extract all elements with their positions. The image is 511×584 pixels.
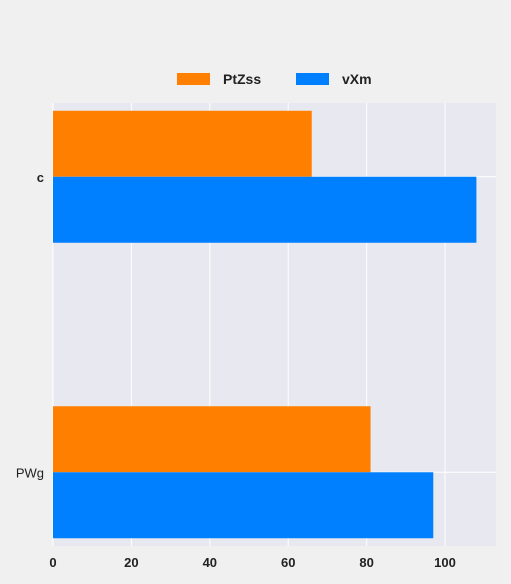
legend: PtZss vXm [177, 71, 372, 87]
x-axis-ticks: 0 20 40 60 80 100 [49, 555, 456, 570]
x-tick-label: 0 [49, 555, 56, 570]
y-tick-label: c [37, 170, 44, 185]
bar-PtZss-PWg [53, 406, 371, 473]
bar-vXm-c [53, 176, 477, 243]
x-tick-label: 20 [124, 555, 138, 570]
bar-PtZss-c [53, 110, 312, 177]
x-tick-label: 100 [434, 555, 456, 570]
legend-label-PtZss: PtZss [223, 71, 261, 87]
x-tick-label: 40 [203, 555, 217, 570]
legend-label-vXm: vXm [342, 71, 372, 87]
bars [53, 110, 477, 539]
legend-swatch-PtZss [177, 73, 210, 85]
x-tick-label: 60 [281, 555, 295, 570]
bar-vXm-PWg [53, 472, 434, 539]
y-tick-label: PWg [16, 465, 44, 480]
x-tick-label: 80 [359, 555, 373, 570]
y-axis-ticks: c PWg [16, 170, 44, 481]
legend-swatch-vXm [296, 73, 329, 85]
